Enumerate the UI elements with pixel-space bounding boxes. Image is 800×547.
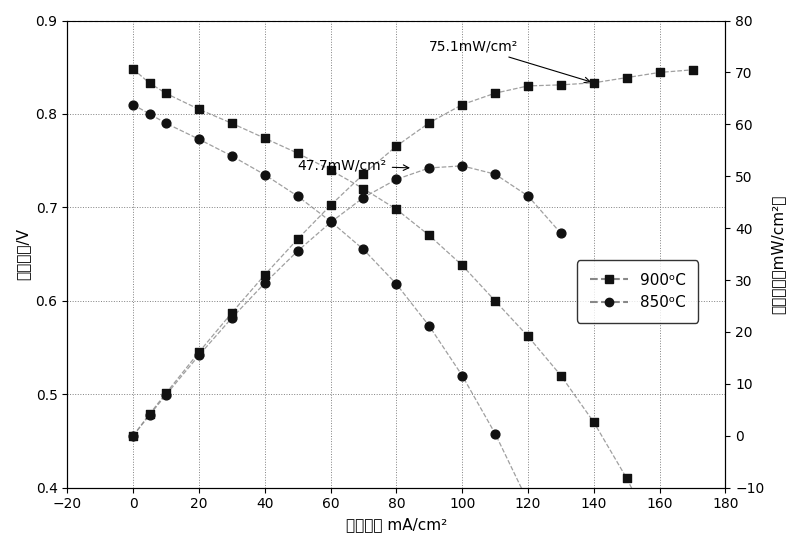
Point (160, 391, 173, 399)
Point (291, 192, 304, 201)
Point (258, 134, 271, 143)
Point (390, 142, 402, 150)
Point (324, 217, 337, 226)
Point (456, 161, 469, 170)
Point (126, 65, 139, 73)
Point (160, 389, 173, 398)
Point (126, 432, 139, 440)
Point (620, 474, 633, 483)
Point (126, 100, 139, 109)
Point (291, 235, 304, 243)
Point (126, 432, 139, 440)
Point (423, 322, 436, 330)
Point (522, 497, 534, 506)
Point (489, 89, 502, 97)
Point (258, 170, 271, 179)
Point (554, 229, 567, 238)
Point (456, 371, 469, 380)
Point (291, 149, 304, 158)
Point (423, 231, 436, 240)
Point (554, 371, 567, 380)
Point (620, 73, 633, 82)
Point (324, 166, 337, 174)
Point (193, 348, 206, 357)
Point (357, 170, 370, 178)
Point (423, 164, 436, 172)
Point (357, 245, 370, 254)
Point (193, 135, 206, 143)
Point (587, 78, 600, 87)
Point (686, 66, 699, 74)
Point (522, 191, 534, 200)
Point (522, 82, 534, 90)
Point (160, 119, 173, 127)
Point (554, 80, 567, 89)
Point (143, 410, 156, 418)
Point (587, 418, 600, 427)
Point (258, 271, 271, 280)
Point (258, 279, 271, 288)
Point (654, 539, 666, 547)
Point (357, 193, 370, 202)
Point (226, 309, 238, 317)
Point (456, 261, 469, 270)
Point (143, 109, 156, 118)
Point (193, 105, 206, 114)
Point (324, 218, 337, 227)
Point (160, 89, 173, 98)
Point (143, 79, 156, 88)
Point (654, 68, 666, 77)
Point (390, 280, 402, 288)
Point (489, 296, 502, 305)
Point (357, 184, 370, 193)
Legend: 900ᵒC, 850ᵒC: 900ᵒC, 850ᵒC (578, 260, 698, 323)
Point (226, 152, 238, 160)
Point (522, 332, 534, 341)
Point (456, 100, 469, 109)
Point (226, 119, 238, 127)
Point (390, 175, 402, 184)
Point (226, 313, 238, 322)
Point (489, 429, 502, 438)
Y-axis label: 功率密度（mW/cm²）: 功率密度（mW/cm²） (770, 194, 785, 314)
Y-axis label: 电池电压/V: 电池电压/V (15, 228, 30, 280)
Point (193, 351, 206, 360)
Text: 47.7mW/cm²: 47.7mW/cm² (298, 159, 409, 173)
Point (143, 411, 156, 420)
Point (324, 201, 337, 210)
Point (291, 247, 304, 255)
Text: 75.1mW/cm²: 75.1mW/cm² (430, 39, 590, 83)
Point (423, 118, 436, 127)
X-axis label: 电流密度 mA/cm²: 电流密度 mA/cm² (346, 517, 447, 532)
Point (489, 170, 502, 178)
Point (390, 205, 402, 214)
